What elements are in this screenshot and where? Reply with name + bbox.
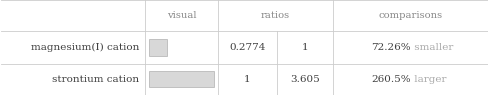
Text: 72.26%: 72.26% bbox=[370, 43, 410, 52]
Text: magnesium(I) cation: magnesium(I) cation bbox=[31, 43, 139, 52]
Text: 260.5%: 260.5% bbox=[370, 75, 410, 84]
Text: 0.2774: 0.2774 bbox=[229, 43, 265, 52]
Bar bbox=[149, 39, 167, 56]
Text: ratios: ratios bbox=[261, 11, 289, 20]
Text: visual: visual bbox=[166, 11, 196, 20]
Text: 3.605: 3.605 bbox=[289, 75, 319, 84]
Text: comparisons: comparisons bbox=[378, 11, 442, 20]
Text: 1: 1 bbox=[244, 75, 250, 84]
Bar bbox=[149, 71, 214, 87]
Text: larger: larger bbox=[410, 75, 446, 84]
Text: 1: 1 bbox=[301, 43, 307, 52]
Text: strontium cation: strontium cation bbox=[52, 75, 139, 84]
Text: smaller: smaller bbox=[410, 43, 452, 52]
